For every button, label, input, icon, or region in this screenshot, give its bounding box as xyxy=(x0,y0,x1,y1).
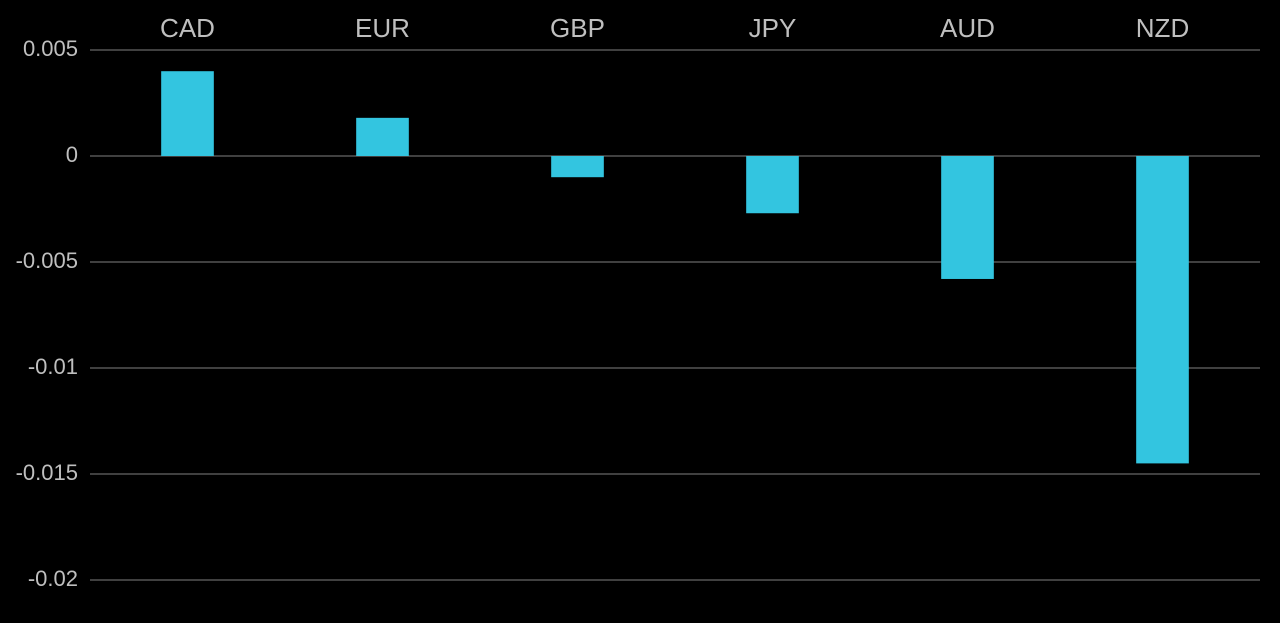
y-axis-tick-label: 0.005 xyxy=(23,36,78,61)
bar-gbp xyxy=(551,156,604,177)
category-label-jpy: JPY xyxy=(749,13,797,43)
category-label-eur: EUR xyxy=(355,13,410,43)
bar-cad xyxy=(161,71,214,156)
category-label-nzd: NZD xyxy=(1136,13,1189,43)
chart-svg: 0.005 0 -0.005 -0.01 -0.015 -0.02 CAD EUR GBP JPY… xyxy=(0,0,1280,623)
category-label-aud: AUD xyxy=(940,13,995,43)
category-label-cad: CAD xyxy=(160,13,215,43)
bar-nzd xyxy=(1136,156,1189,463)
bar-jpy xyxy=(746,156,799,213)
y-axis-tick-label: -0.005 xyxy=(16,248,78,273)
category-label-gbp: GBP xyxy=(550,13,605,43)
bar-eur xyxy=(356,118,409,156)
y-axis-tick-label: -0.015 xyxy=(16,460,78,485)
y-axis-tick-label: 0 xyxy=(66,142,78,167)
y-axis-tick-label: -0.01 xyxy=(28,354,78,379)
currency-change-chart: 0.005 0 -0.005 -0.01 -0.015 -0.02 CAD EUR GBP JPY… xyxy=(0,0,1280,623)
bar-aud xyxy=(941,156,994,279)
y-axis-tick-label: -0.02 xyxy=(28,566,78,591)
